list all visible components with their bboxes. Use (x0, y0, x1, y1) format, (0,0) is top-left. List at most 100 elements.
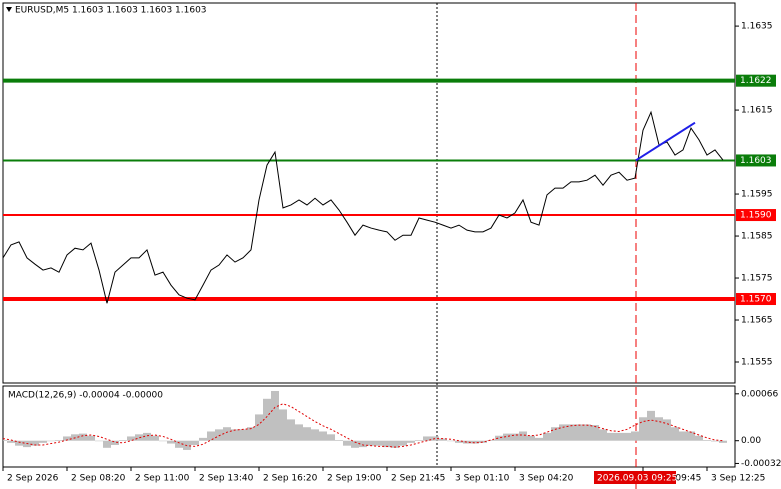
macd-bar (311, 429, 319, 441)
macd-bar (671, 427, 679, 441)
macd-bar (79, 433, 87, 441)
macd-bar (535, 437, 543, 441)
plot-area (3, 78, 735, 304)
x-tick-label: 2 Sep 08:20 (71, 474, 126, 484)
y-tick-label: 1.1555 (741, 358, 773, 368)
y-tick-label: 0.00 (741, 436, 761, 446)
macd-title: MACD(12,26,9) -0.00004 -0.00000 (8, 391, 163, 401)
macd-bar (647, 410, 655, 441)
macd-bar (487, 440, 495, 441)
macd-bar (47, 440, 55, 442)
trend-line (635, 121, 696, 162)
level-label: 1.1603 (740, 156, 772, 166)
macd-bar (159, 440, 167, 442)
macd-bar (687, 431, 695, 441)
macd-bar (719, 440, 727, 443)
cursor-label: 2026.09.03 09:25 (597, 474, 677, 484)
macd-bar (215, 429, 223, 441)
macd-bar (15, 440, 23, 446)
macd-bar (663, 419, 671, 441)
plot-area (3, 390, 727, 450)
macd-bar (679, 431, 687, 441)
menu-icon (6, 7, 12, 12)
macd-bar (327, 434, 335, 441)
y-tick-label: 1.1615 (741, 106, 773, 116)
price-line (3, 110, 724, 304)
x-tick-label: 3 Sep 01:10 (455, 474, 510, 484)
macd-bar (63, 436, 71, 441)
macd-bar (119, 440, 127, 441)
macd-bar (271, 390, 279, 441)
x-tick-label: 2 Sep 21:45 (391, 474, 445, 484)
macd-bar (7, 440, 15, 443)
macd-bar (623, 432, 631, 441)
x-tick-label: 2 Sep 16:20 (263, 474, 318, 484)
macd-bar (343, 440, 351, 446)
macd-bar (127, 436, 135, 441)
level-tag (736, 209, 776, 222)
macd-bar (471, 440, 479, 444)
macd-bar (135, 434, 143, 441)
chart-title: EURUSD,M5 1.1603 1.1603 1.1603 1.1603 (15, 6, 207, 16)
macd-bar (367, 440, 375, 446)
macd-bar (175, 440, 183, 448)
signal-line (3, 403, 724, 448)
macd-bar (247, 427, 255, 441)
macd-bar (655, 417, 663, 441)
main-panel (2, 2, 736, 384)
macd-bar (191, 440, 199, 445)
macd-bar (335, 440, 343, 441)
level-label: 1.1570 (740, 295, 772, 305)
macd-bar (583, 424, 591, 441)
level-tag (736, 293, 776, 306)
x-tick-label: 3 Sep 04:20 (519, 474, 574, 484)
macd-bar (511, 433, 519, 441)
macd-bar (519, 431, 527, 441)
macd-bar (3, 440, 7, 441)
macd-bar (567, 424, 575, 441)
level-tag (736, 154, 776, 167)
macd-bar (599, 429, 607, 441)
macd-bar (615, 432, 623, 441)
macd-panel (2, 385, 736, 468)
y-tick-label: 1.1565 (741, 316, 773, 326)
y-tick-label: 1.1585 (741, 232, 773, 242)
macd-bar (559, 424, 567, 441)
macd-bar (319, 431, 327, 441)
macd-bar (503, 433, 511, 441)
level-label: 1.1622 (740, 76, 772, 86)
macd-bar (407, 440, 415, 443)
macd-bar (55, 440, 63, 441)
macd-bar (703, 440, 711, 441)
macd-bar (223, 427, 231, 441)
macd-bar (167, 440, 175, 444)
macd-bar (103, 440, 111, 448)
level-label: 1.1590 (740, 211, 772, 221)
macd-bar (239, 429, 247, 441)
macd-bar (383, 440, 391, 448)
y-tick-label: 1.1575 (741, 274, 773, 284)
macd-bar (415, 440, 423, 441)
x-tick-label: 2 Sep 13:40 (199, 474, 254, 484)
x-tick-label: 2 Sep 2026 (7, 474, 59, 484)
macd-bar (607, 432, 615, 441)
macd-bar (351, 440, 359, 448)
macd-bar (575, 424, 583, 441)
macd-bar (295, 424, 303, 441)
macd-bar (463, 440, 471, 444)
macd-bar (287, 419, 295, 441)
macd-bar (631, 431, 639, 441)
macd-bar (447, 440, 455, 442)
macd-bar (255, 414, 263, 441)
macd-bar (375, 440, 383, 446)
macd-bar (543, 432, 551, 441)
macd-bar (399, 440, 407, 446)
cursor-tag (594, 471, 676, 484)
x-tick-label: 2 Sep 19:00 (327, 474, 382, 484)
macd-bar (711, 440, 719, 442)
macd-bar (87, 435, 95, 441)
macd-bar (95, 440, 103, 442)
macd-bar (303, 427, 311, 441)
macd-bar (263, 398, 271, 441)
